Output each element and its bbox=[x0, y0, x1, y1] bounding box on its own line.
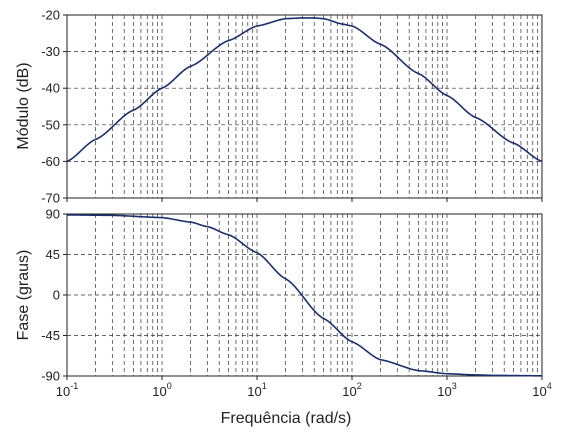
phase-y-tick-label: 90 bbox=[46, 207, 60, 222]
x-tick-label: 103 bbox=[437, 381, 456, 399]
x-axis-label: Frequência (rad/s) bbox=[221, 410, 352, 427]
magnitude-y-tick-label: -20 bbox=[41, 8, 60, 23]
phase-y-axis-label: Fase (graus) bbox=[15, 250, 32, 341]
magnitude-series-line bbox=[66, 17, 543, 163]
magnitude-panel: -20 -30 -40 -50 -60 -70 bbox=[41, 8, 543, 206]
phase-y-tick-label: 0 bbox=[53, 288, 60, 303]
phase-y-tick-label: 45 bbox=[46, 247, 60, 262]
x-tick-label: 100 bbox=[152, 381, 171, 399]
magnitude-y-tick-label: -30 bbox=[41, 44, 60, 59]
phase-series-line bbox=[66, 214, 543, 377]
phase-y-tick-label: -45 bbox=[41, 328, 60, 343]
magnitude-y-tick-label: -70 bbox=[41, 191, 60, 206]
x-tick-label: 10-1 bbox=[56, 381, 78, 399]
phase-y-tick-label: -90 bbox=[41, 369, 60, 384]
x-tick-label: 101 bbox=[247, 381, 266, 399]
magnitude-y-tick-label: -60 bbox=[41, 154, 60, 169]
x-tick-label: 102 bbox=[342, 381, 361, 399]
magnitude-y-axis-label: Módulo (dB) bbox=[15, 62, 32, 149]
magnitude-plot-frame bbox=[66, 14, 543, 199]
magnitude-y-tick-label: -50 bbox=[41, 117, 60, 132]
x-tick-label: 104 bbox=[532, 381, 551, 399]
magnitude-y-tick-label: -40 bbox=[41, 81, 60, 96]
